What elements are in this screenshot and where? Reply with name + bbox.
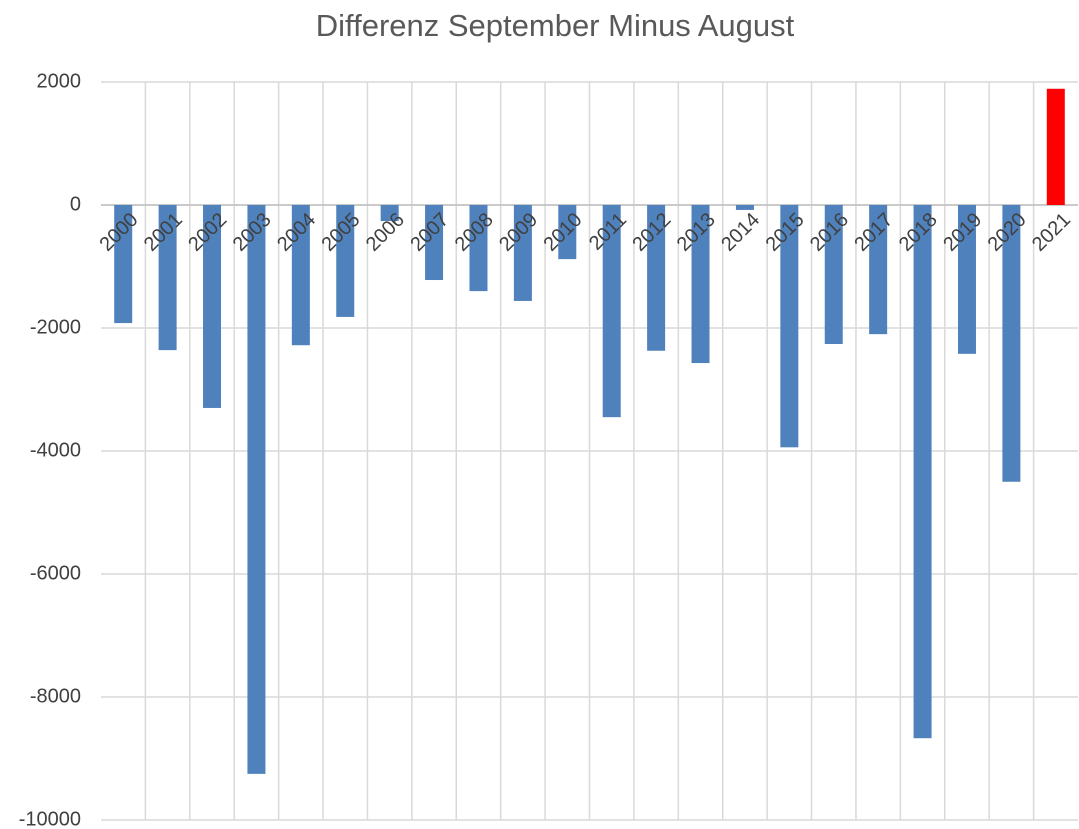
y-tick-label: -2000 (30, 316, 81, 338)
bar (1046, 88, 1065, 205)
bar (1002, 205, 1021, 482)
bar (158, 205, 177, 351)
bar (513, 205, 532, 301)
bar (647, 205, 666, 351)
chart-title: Differenz September Minus August (316, 8, 795, 43)
bar (824, 205, 843, 344)
y-tick-label: -8000 (30, 685, 81, 707)
x-tick-label: 2014 (717, 209, 764, 256)
bar (558, 205, 577, 260)
bar (247, 205, 266, 774)
bar (957, 205, 976, 354)
y-tick-label: 2000 (37, 70, 82, 92)
y-tick-label: -4000 (30, 439, 81, 461)
bar (380, 205, 399, 221)
y-tick-label: -10000 (19, 808, 81, 829)
bar (336, 205, 355, 317)
bar (735, 205, 754, 210)
bar (114, 205, 133, 324)
bar (780, 205, 799, 448)
bar (913, 205, 932, 739)
y-tick-label: 0 (70, 193, 81, 215)
x-tick-label: 2021 (1028, 209, 1075, 256)
bar (425, 205, 444, 281)
bar (602, 205, 621, 418)
bar (469, 205, 488, 292)
x-tick-label: 2006 (362, 209, 409, 256)
bar (203, 205, 222, 408)
bar (869, 205, 888, 335)
bar (691, 205, 710, 364)
bar (291, 205, 310, 346)
y-tick-label: -6000 (30, 562, 81, 584)
